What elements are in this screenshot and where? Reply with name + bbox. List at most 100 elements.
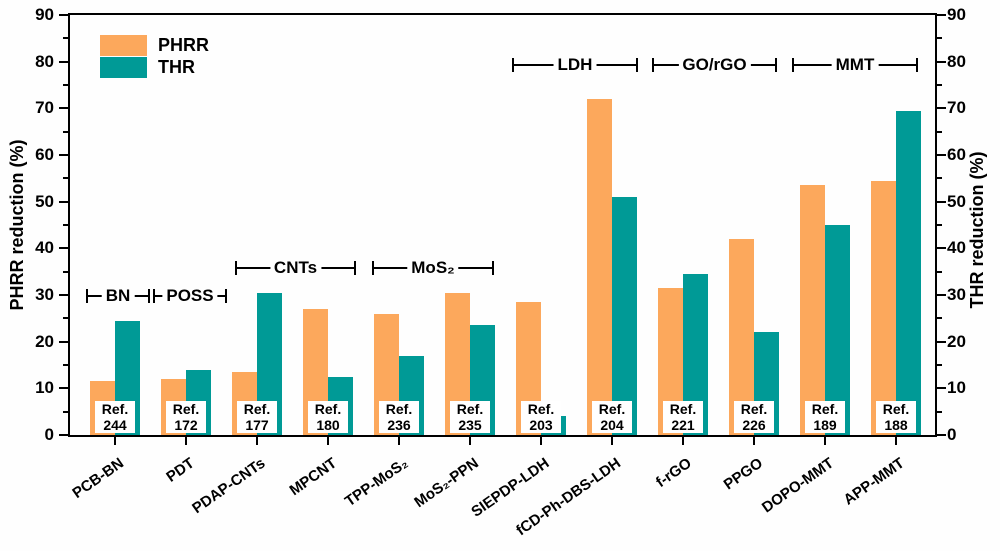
group-bracket: CNTs <box>235 259 356 277</box>
y-axis-tick-right <box>937 84 942 86</box>
y-axis-tick-right <box>937 317 942 320</box>
y-tick-label-left: 90 <box>35 5 54 24</box>
y-tick-label-left: 80 <box>35 51 54 71</box>
y-tick-label-left: 40 <box>35 238 54 258</box>
x-category-label: f-rGO <box>652 454 695 492</box>
bracket-cap-left <box>652 58 654 72</box>
ref-label: Ref. 204 <box>592 401 632 433</box>
y-tick-label-right: 90 <box>947 5 966 24</box>
group-bracket: LDH <box>512 56 638 74</box>
bracket-cap-left <box>86 289 88 303</box>
y-tick-label-right: 20 <box>947 331 966 351</box>
bracket-label: MMT <box>831 56 879 74</box>
bracket-cap-right <box>636 58 638 72</box>
y-axis-tick-left <box>59 387 68 390</box>
x-axis-major-tick <box>469 437 471 445</box>
y-axis-tick-right <box>937 247 946 250</box>
y-axis-tick-left <box>63 130 68 133</box>
x-axis-major-tick <box>682 437 684 445</box>
bracket-cap-left <box>235 261 237 275</box>
legend-swatch-thr <box>100 57 147 78</box>
group-bracket: BN <box>86 287 150 305</box>
bracket-cap-left <box>792 58 794 72</box>
x-axis-major-tick <box>753 437 755 445</box>
y-axis-tick-left <box>59 247 68 250</box>
y-axis-tick-left <box>59 107 68 110</box>
legend-label-thr: THR <box>158 57 195 77</box>
ref-label: Ref. 203 <box>521 401 561 433</box>
bracket-cap-right <box>225 289 227 303</box>
bracket-cap-right <box>492 261 494 275</box>
ref-label: Ref. 226 <box>734 401 774 433</box>
y-axis-tick-right <box>937 200 946 203</box>
x-category-label: DOPO-MMT <box>758 454 837 517</box>
x-category-label: TPP-MoS₂ <box>341 454 411 511</box>
x-axis-major-tick <box>398 437 400 445</box>
ref-label: Ref. 221 <box>663 401 703 433</box>
y-axis-tick-right <box>937 364 942 366</box>
y-tick-label-left: 50 <box>35 191 54 211</box>
y-tick-label-right: 0 <box>947 425 957 444</box>
x-axis-major-tick <box>540 437 542 445</box>
y-tick-label-left: 0 <box>44 425 54 444</box>
y-tick-label-right: 70 <box>947 98 966 118</box>
y-axis-tick-left <box>59 340 68 343</box>
y-axis-tick-right <box>937 224 942 226</box>
bracket-label: BN <box>101 287 135 305</box>
y-tick-label-right: 10 <box>947 378 966 398</box>
group-bracket: MoS₂ <box>372 259 494 277</box>
group-bracket: POSS <box>153 287 227 305</box>
x-axis-major-tick <box>256 437 258 445</box>
ref-label: Ref. 188 <box>876 401 916 433</box>
bracket-label: CNTs <box>269 259 322 277</box>
bracket-cap-right <box>916 58 918 72</box>
legend-label-phrr: PHRR <box>158 35 210 55</box>
y-axis-tick-left <box>59 14 68 16</box>
y-axis-tick-right <box>937 177 942 180</box>
y-axis-tick-left <box>63 177 68 180</box>
bracket-cap-right <box>148 289 150 303</box>
ref-label: Ref. 180 <box>308 401 348 433</box>
y-axis-tick-right <box>937 130 942 133</box>
y-tick-label-left: 20 <box>35 331 54 351</box>
ref-label: Ref. 235 <box>450 401 490 433</box>
y-tick-label-right: 80 <box>947 51 966 71</box>
bar-thr <box>612 197 637 435</box>
group-bracket: MMT <box>792 56 918 74</box>
y-tick-label-left: 70 <box>35 98 54 118</box>
x-axis-major-tick <box>611 437 613 445</box>
y-tick-label-left: 30 <box>35 285 54 304</box>
y-axis-tick-left <box>63 224 68 226</box>
y-axis-tick-right <box>937 14 946 16</box>
x-category-label: PDAP-CNTs <box>189 454 269 518</box>
y-tick-label-right: 60 <box>947 145 966 164</box>
bracket-label: GO/rGO <box>678 56 751 74</box>
legend-swatch-phrr <box>100 35 147 56</box>
ref-label: Ref. 244 <box>95 401 135 433</box>
y-axis-tick-left <box>59 434 68 436</box>
y-axis-tick-right <box>937 37 942 40</box>
y-axis-tick-left <box>63 84 68 86</box>
group-bracket: GO/rGO <box>652 56 777 74</box>
y-axis-tick-left <box>59 60 68 63</box>
bracket-cap-left <box>153 289 155 303</box>
ref-label: Ref. 189 <box>805 401 845 433</box>
x-axis-major-tick <box>114 437 116 445</box>
y-axis-tick-left <box>59 200 68 203</box>
x-axis-major-tick <box>824 437 826 445</box>
bar-thr <box>896 110 921 435</box>
bracket-cap-left <box>512 58 514 72</box>
ref-label: Ref. 177 <box>237 401 277 433</box>
bar-thr <box>825 225 850 435</box>
y-axis-tick-left <box>63 410 68 413</box>
bracket-label: LDH <box>553 56 597 74</box>
bracket-cap-right <box>775 58 777 72</box>
bracket-cap-left <box>372 261 374 275</box>
y-axis-tick-left <box>59 154 68 156</box>
x-category-label: PPGO <box>720 454 766 494</box>
left-axis-title: PHRR reduction (%) <box>7 139 27 311</box>
y-axis-tick-left <box>63 317 68 320</box>
y-axis-tick-right <box>937 387 946 390</box>
y-axis-tick-right <box>937 294 946 296</box>
